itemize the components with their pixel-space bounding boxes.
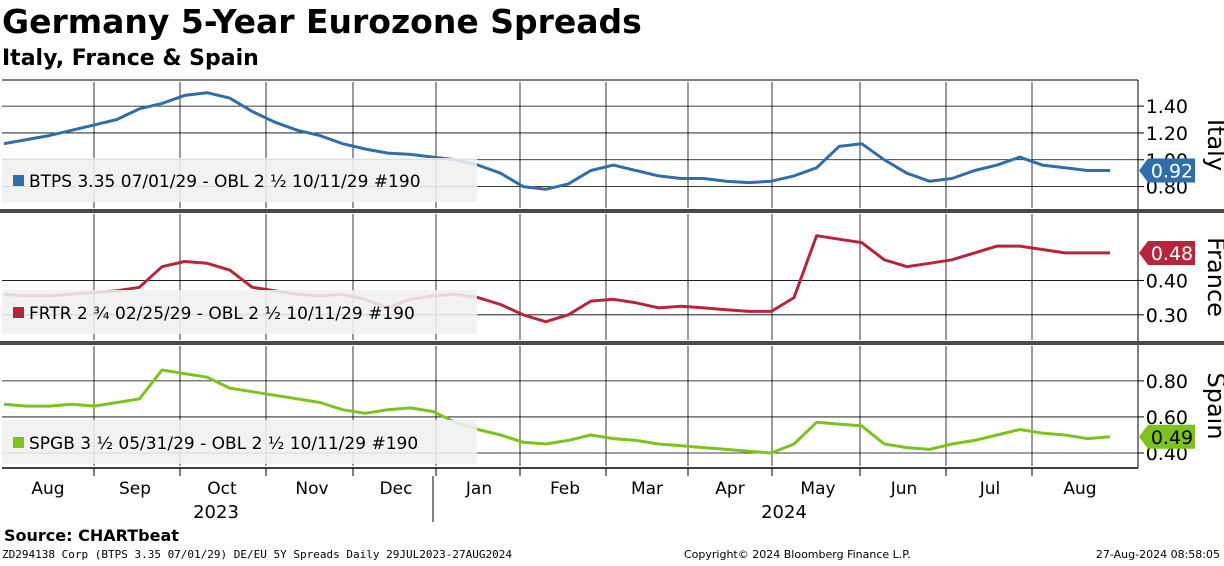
legend-swatch-spain xyxy=(13,437,24,448)
x-tick-label-feb: Feb xyxy=(550,479,580,499)
legend-box xyxy=(2,158,477,202)
legend-box xyxy=(2,420,477,464)
x-tick-label-sep: Sep xyxy=(119,479,151,499)
y-tick-label: 0.80 xyxy=(1146,371,1188,393)
legend-swatch-france xyxy=(13,307,24,318)
y-tick-label: 1.20 xyxy=(1146,123,1188,145)
chart-subtitle: Italy, France & Spain xyxy=(2,46,259,71)
x-tick-label-nov: Nov xyxy=(295,479,328,499)
panel-separator xyxy=(0,209,1224,213)
year-label-2023: 2023 xyxy=(193,502,239,523)
x-tick-label-jun: Jun xyxy=(890,479,918,499)
panel-separator xyxy=(0,341,1224,345)
last-value-tag-spain xyxy=(1139,424,1195,449)
y-tick-label: 1.40 xyxy=(1146,96,1188,118)
x-tick-label-may: May xyxy=(800,479,835,499)
overlay-layer: Aug Sep Oct Nov Dec Jan Feb Mar Apr May Jun Jul Aug 2… xyxy=(2,96,1224,523)
x-tick-label-jan: Jan xyxy=(465,479,492,499)
legend-label-france: FRTR 2 ¾ 02/25/29 - OBL 2 ½ 10/11/29 #19… xyxy=(29,304,415,324)
legend-label-spain: SPGB 3 ½ 05/31/29 - OBL 2 ½ 10/11/29 #19… xyxy=(29,434,418,454)
x-tick-label-mar: Mar xyxy=(631,479,663,499)
panel-name-france: France xyxy=(1202,237,1224,317)
chart-title: Germany 5-Year Eurozone Spreads xyxy=(2,2,642,41)
footer-timestamp: 27-Aug-2024 08:58:05 xyxy=(1095,548,1220,561)
last-value-label-spain: 0.49 xyxy=(1151,427,1193,449)
series-layer xyxy=(3,91,1111,455)
legend-box xyxy=(2,290,477,334)
y-tick-label: 0.30 xyxy=(1146,305,1188,327)
last-value-label-italy: 0.92 xyxy=(1151,160,1193,182)
y-tick-label: 0.60 xyxy=(1146,407,1188,429)
y-tick-label: 0.40 xyxy=(1146,270,1188,292)
footer-copyright: Copyright© 2024 Bloomberg Finance L.P. xyxy=(684,548,911,561)
x-tick-label-apr: Apr xyxy=(715,479,744,499)
x-tick-label-aug: Aug xyxy=(1063,479,1096,499)
panel-name-italy: Italy xyxy=(1202,119,1224,171)
series-line-italy xyxy=(3,91,1110,191)
year-label-2024: 2024 xyxy=(761,502,807,523)
last-value-tag-italy xyxy=(1139,158,1195,183)
x-tick-label-oct: Oct xyxy=(207,479,237,499)
panel-name-spain: Spain xyxy=(1202,372,1224,439)
legend-swatch-italy xyxy=(13,175,24,186)
source-note: Source: CHARTbeat xyxy=(4,526,179,545)
series-line-spain xyxy=(3,368,1111,455)
x-tick-label-dec: Dec xyxy=(380,479,413,499)
last-value-tag-france xyxy=(1139,240,1195,265)
legend-label-italy: BTPS 3.35 07/01/29 - OBL 2 ½ 10/11/29 #1… xyxy=(29,172,421,192)
last-value-label-france: 0.48 xyxy=(1151,243,1193,265)
x-tick-label-jul: Jul xyxy=(979,479,1001,499)
x-tick-label-aug: Aug xyxy=(31,479,64,499)
footer-security-info: ZD294138 Corp (BTPS 3.35 07/01/29) DE/EU… xyxy=(2,548,512,561)
series-line-france xyxy=(3,234,1110,324)
